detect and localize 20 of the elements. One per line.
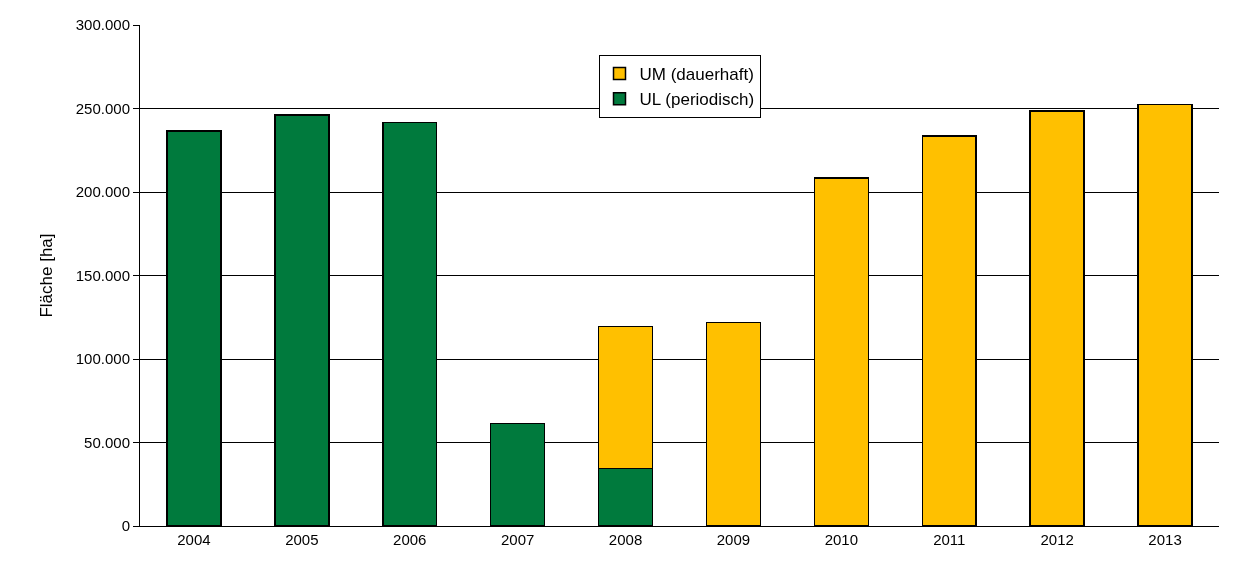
x-tick-label: 2009 [716,531,751,548]
y-tick-label: 0 [121,517,130,535]
x-tick-label: 2007 [500,531,535,548]
x-tick-label: 2011 [933,531,966,548]
x-tick-label: 2010 [824,531,859,548]
x-tick-label: 2008 [608,531,643,548]
x-tick-label: 2004 [177,531,211,548]
x-tick-label: 2012 [1040,531,1074,548]
y-tick-label: 300.000 [75,16,130,34]
y-tick-label: 250.000 [75,99,130,117]
y-tick-label: 100.000 [75,350,130,368]
y-axis-title: Fläche [ha] [37,233,57,318]
x-tick-label: 2005 [285,531,319,548]
x-tick-label: 2013 [1148,531,1182,548]
x-tick-label: 2006 [393,531,427,548]
y-tick-label: 50.000 [84,433,130,451]
legend-label: UM (dauerhaft) [639,65,754,85]
y-tick-label: 200.000 [75,183,130,201]
legend-label: UL (periodisch) [639,90,755,110]
y-tick-label: 150.000 [75,266,130,284]
